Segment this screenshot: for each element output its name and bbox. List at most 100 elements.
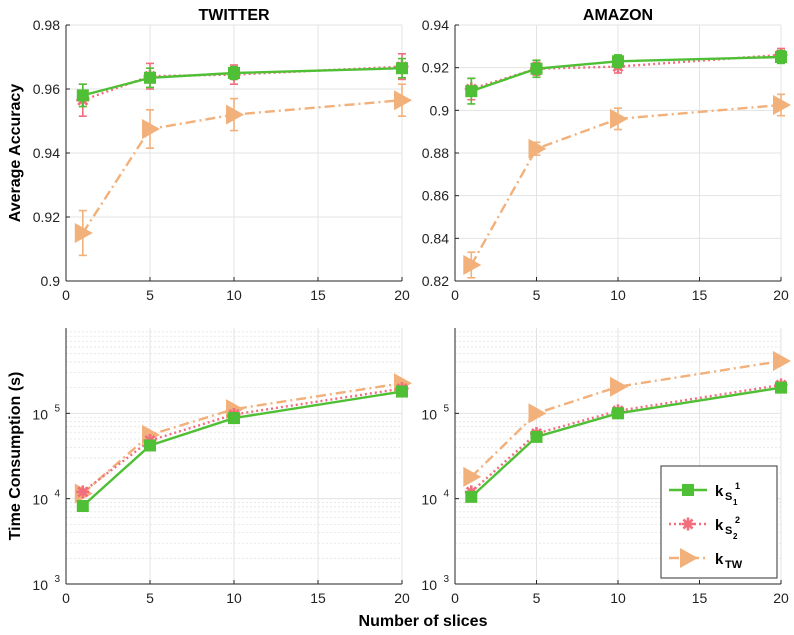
panel-4-series-kS1-point-1 xyxy=(530,430,543,443)
panel-1-series-kS1-point-2 xyxy=(228,67,240,79)
panel-2-y-tick-label-5: 0.92 xyxy=(422,60,449,76)
legend-marker-kS2 xyxy=(681,517,695,531)
panel-4-x-tick-label-3: 15 xyxy=(692,590,708,606)
panel-1-series-kS2-line xyxy=(82,65,403,102)
panel-2-y-tick-label-1: 0.84 xyxy=(422,230,449,246)
axes-layer xyxy=(65,24,782,585)
panel-2-x-tick-label-0: 0 xyxy=(451,287,459,303)
legend-subsub-kS2: 2 xyxy=(733,532,738,541)
panel-1-series-kS1-line xyxy=(82,67,403,97)
panel-2-series-kS1-point-1 xyxy=(530,62,543,75)
panel-1-series-kS1-point-3 xyxy=(396,62,408,75)
panel-1-series-kS1-point-1 xyxy=(144,71,156,84)
panel-3-y-tick-exp-2: 5 xyxy=(54,403,60,414)
panel-4-series-kS1-point-3 xyxy=(775,381,787,394)
panel-4-series-kS1-point-2 xyxy=(612,407,624,420)
panel-4-y-tick-exp-2: 5 xyxy=(443,403,449,414)
panel-4-series-kTW-point-0 xyxy=(463,466,482,487)
legend-subsub-kS1: 1 xyxy=(733,498,738,507)
legend-sup-kS1: 1 xyxy=(735,481,740,491)
panel-3-y-tick-label-0: 10 xyxy=(32,577,48,593)
panel-2-y-tick-label-6: 0.94 xyxy=(422,17,449,33)
panel-4-y-tick-exp-1: 4 xyxy=(443,489,449,500)
panel-2-series-kS1-line xyxy=(470,55,782,93)
panel-1-y-tick-label-3: 0.96 xyxy=(33,81,60,97)
panel-1-x-tick-label-3: 15 xyxy=(310,287,326,303)
panel-3-series-kS2-line xyxy=(82,387,403,493)
panel-4-x-tick-label-2: 10 xyxy=(610,590,626,606)
panel-1-y-tick-label-0: 0.9 xyxy=(41,273,61,289)
marks-layer xyxy=(74,47,791,513)
legend-label-kS2: k xyxy=(715,517,724,534)
panel-2-x-tick-label-3: 15 xyxy=(692,287,708,303)
panel-3-series-kS2-point-0 xyxy=(76,485,90,499)
panel-3-x-tick-label-2: 10 xyxy=(226,590,242,606)
legend-marker-kTW xyxy=(680,548,698,568)
panel-1-series-kTW-point-2 xyxy=(226,104,244,125)
panel-3-series-kS1-point-1 xyxy=(144,439,156,452)
panel-1-y-tick-label-1: 0.92 xyxy=(33,209,60,225)
panel-1-series-kTW-point-3 xyxy=(394,90,412,111)
legend-sub-kS1: S xyxy=(725,491,732,503)
panel-4-series-kTW-line xyxy=(470,359,782,478)
panel-4-y-tick-label-2: 10 xyxy=(421,406,437,422)
legend-sub-kTW: TW xyxy=(725,559,743,571)
panel-2-series-kS2-line xyxy=(470,53,782,91)
panel-1-y-tick-label-4: 0.98 xyxy=(33,17,60,33)
panel-3-y-tick-exp-0: 3 xyxy=(54,574,60,585)
panel-2-series-kTW-point-3 xyxy=(773,95,791,115)
panel-3-x-tick-label-3: 15 xyxy=(310,590,326,606)
panel-2-x-tick-label-1: 5 xyxy=(533,287,541,303)
legend-marker-kS1 xyxy=(682,484,694,496)
panel-4-x-tick-label-0: 0 xyxy=(451,590,459,606)
panel-2-series-kTW-point-1 xyxy=(528,138,547,159)
panel-3-y-label: Time Consumption (s) xyxy=(7,372,24,541)
panel-1-series-kTW-point-0 xyxy=(74,223,93,243)
panel-1-series-kTW-line xyxy=(81,99,403,234)
panel-1-x-tick-label-4: 20 xyxy=(394,287,410,303)
panel-3-x-tick-label-1: 5 xyxy=(146,590,154,606)
panel-1-x-tick-label-2: 10 xyxy=(226,287,242,303)
panel-4-x-tick-label-1: 5 xyxy=(533,590,541,606)
panel-2-y-tick-label-0: 0.82 xyxy=(422,273,449,289)
panel-2-x-tick-label-4: 20 xyxy=(773,287,789,303)
panel-3-series-kTW-line xyxy=(82,382,403,495)
panel-3-x-tick-label-0: 0 xyxy=(62,590,70,606)
panel-1-series-kS1-point-0 xyxy=(76,89,89,102)
panel-4-x-tick-label-4: 20 xyxy=(773,590,789,606)
legend-sup-kS2: 2 xyxy=(735,515,740,525)
panel-3-x-tick-label-4: 20 xyxy=(394,590,410,606)
panel-2-y-tick-label-3: 0.88 xyxy=(422,145,449,161)
panel-4-y-tick-label-1: 10 xyxy=(421,492,437,508)
panel-4-series-kTW-point-1 xyxy=(528,403,547,424)
panel-2-series-kTW-point-0 xyxy=(463,255,482,275)
panel-2-series-kS1-point-3 xyxy=(775,51,787,63)
legend-label-kTW: k xyxy=(715,551,724,568)
panel-3-series-kS1-line xyxy=(81,390,403,507)
panel-3-y-tick-label-1: 10 xyxy=(32,492,48,508)
panel-2-title: AMAZON xyxy=(583,7,653,24)
panel-1-y-label: Average Accuracy xyxy=(7,84,24,223)
text-layer: 0 5 10 15 200.90.920.940.960.98TWITTERAverag… xyxy=(7,7,789,630)
panel-2-y-tick-label-2: 0.86 xyxy=(422,188,449,204)
panel-3-series-kS1-point-3 xyxy=(396,385,408,398)
legend: k S 11k S 22k TW xyxy=(660,465,778,579)
legend-sub-kS2: S xyxy=(725,525,732,537)
panel-4-series-kS1-line xyxy=(470,386,782,498)
panel-4-series-kTW-point-3 xyxy=(773,351,791,372)
panel-2-y-tick-label-4: 0.9 xyxy=(430,102,450,118)
panel-4-series-kTW-point-2 xyxy=(610,376,628,397)
panel-1-y-tick-label-2: 0.94 xyxy=(33,145,60,161)
panel-2-series-kS1-point-2 xyxy=(612,55,624,68)
panel-1-x-tick-label-1: 5 xyxy=(146,287,154,303)
panel-3-series-kS1-point-0 xyxy=(76,500,89,513)
panel-2-series-kTW-point-2 xyxy=(610,108,628,129)
panel-1-title: TWITTER xyxy=(198,7,270,24)
legend-label-kS1: k xyxy=(715,483,724,500)
panel-3-series-kS1-point-2 xyxy=(228,412,240,425)
panel-4-series-kS1-point-0 xyxy=(465,490,478,503)
panel-4-x-label: Number of slices xyxy=(359,613,488,630)
panel-2-series-kTW-line xyxy=(470,103,782,266)
panel-3-y-tick-label-2: 10 xyxy=(32,406,48,422)
